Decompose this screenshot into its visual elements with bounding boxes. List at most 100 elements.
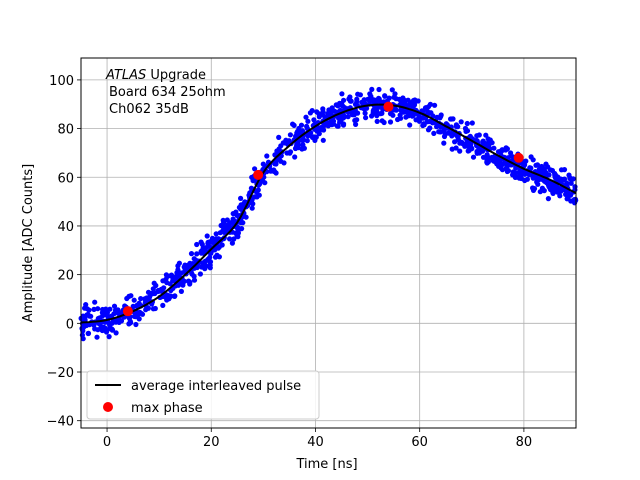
sample-point xyxy=(276,134,282,140)
sample-point xyxy=(157,288,163,294)
sample-point xyxy=(441,140,447,146)
sample-point xyxy=(166,296,172,302)
sample-point xyxy=(194,241,200,248)
legend-label-max-phase: max phase xyxy=(131,401,203,416)
sample-point xyxy=(462,143,468,149)
sample-point xyxy=(425,127,432,133)
sample-point xyxy=(220,217,226,223)
sample-point xyxy=(415,98,421,104)
sample-point xyxy=(308,130,314,136)
y-tick-label: 0 xyxy=(66,317,74,332)
sample-point xyxy=(304,138,310,144)
sample-point xyxy=(287,132,293,138)
sample-point xyxy=(353,121,359,127)
sample-point xyxy=(369,86,375,92)
sample-point xyxy=(138,296,144,302)
sample-point xyxy=(387,119,394,125)
y-axis-label: Amplitude [ADC Counts] xyxy=(21,164,36,322)
legend-label-average-pulse: average interleaved pulse xyxy=(131,379,301,394)
sample-point xyxy=(491,145,497,151)
sample-point xyxy=(206,243,212,249)
sample-point xyxy=(434,114,440,120)
sample-point xyxy=(512,174,518,180)
sample-point xyxy=(405,97,411,103)
sample-point xyxy=(458,119,464,125)
y-tick-label: −40 xyxy=(47,415,74,430)
sample-point xyxy=(369,113,375,119)
sample-point xyxy=(545,164,551,170)
sample-point xyxy=(320,127,326,133)
sample-point xyxy=(94,334,100,340)
sample-point xyxy=(85,330,92,336)
sample-point xyxy=(403,114,409,120)
sample-point xyxy=(303,114,309,120)
sample-point xyxy=(160,278,166,284)
sample-point xyxy=(264,153,270,159)
sample-point xyxy=(449,146,455,152)
sample-point xyxy=(557,186,563,192)
sample-point xyxy=(441,133,448,140)
sample-point xyxy=(238,195,244,201)
y-tick-label: 20 xyxy=(57,269,74,284)
sample-point xyxy=(340,122,347,128)
sample-point xyxy=(487,137,493,143)
sample-point xyxy=(436,129,442,135)
sample-point xyxy=(133,321,139,328)
average-pulse-line xyxy=(80,103,577,324)
sample-point xyxy=(97,315,103,321)
sample-point xyxy=(492,156,498,162)
legend: average interleaved pulse max phase xyxy=(86,370,320,420)
sample-point xyxy=(113,330,119,336)
sample-point xyxy=(322,122,328,128)
sample-point xyxy=(144,295,150,301)
sample-point xyxy=(194,251,200,257)
sample-point xyxy=(352,110,358,116)
sample-point xyxy=(335,123,341,129)
sample-point xyxy=(448,116,454,122)
sample-point xyxy=(485,154,491,160)
sample-point xyxy=(409,113,415,119)
sample-point xyxy=(503,147,509,153)
sample-point xyxy=(539,185,546,191)
sample-point xyxy=(362,110,368,116)
x-axis-label: Time [ns] xyxy=(295,457,357,472)
y-tick-label: 80 xyxy=(57,123,74,138)
sample-point xyxy=(391,94,397,100)
sample-point xyxy=(92,326,98,332)
sample-point xyxy=(495,160,501,166)
sample-point xyxy=(311,117,317,123)
sample-point xyxy=(248,185,254,191)
x-tick-label: 20 xyxy=(203,435,220,450)
sample-point xyxy=(307,110,313,116)
sample-point xyxy=(295,142,302,148)
sample-point xyxy=(561,176,568,182)
sample-point xyxy=(564,196,570,202)
sample-point xyxy=(124,295,130,302)
sample-point xyxy=(292,154,298,160)
sample-point xyxy=(316,111,322,117)
sample-point xyxy=(299,128,306,134)
sample-point xyxy=(249,205,255,211)
sample-point xyxy=(178,270,184,276)
sample-point xyxy=(104,313,111,319)
sample-point xyxy=(423,105,430,111)
x-tick-label: 40 xyxy=(307,435,324,450)
sample-point xyxy=(197,271,203,277)
annotation-line-1: ATLAS Upgrade xyxy=(105,68,206,83)
sample-point xyxy=(524,176,531,182)
sample-point xyxy=(528,154,534,160)
sample-point xyxy=(175,263,181,269)
sample-point xyxy=(545,196,552,202)
sample-point xyxy=(374,118,380,124)
sample-point xyxy=(518,168,524,174)
max-phase-point xyxy=(253,169,264,180)
sample-point xyxy=(153,282,159,289)
sample-point xyxy=(539,163,545,170)
sample-point xyxy=(468,141,474,147)
sample-point xyxy=(568,192,574,198)
sample-point xyxy=(234,212,240,218)
sample-point xyxy=(431,130,437,136)
sample-point xyxy=(298,122,305,128)
sample-point xyxy=(340,115,346,121)
sample-point xyxy=(191,277,198,283)
